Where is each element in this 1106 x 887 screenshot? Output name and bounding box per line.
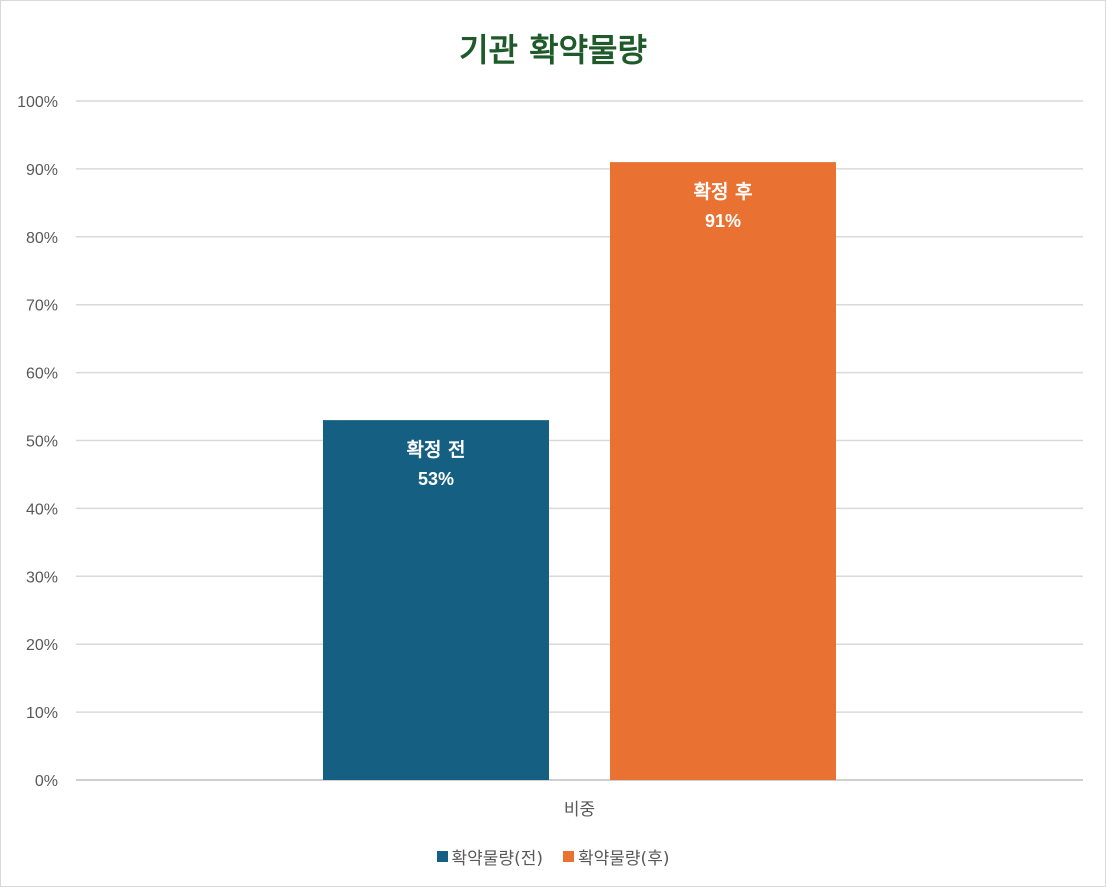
- y-axis-labels: 0% 10% 20% 30% 40% 50% 60% 70% 80% 90% 100%: [17, 94, 58, 790]
- bars: [323, 162, 836, 781]
- gridlines: [76, 100, 1083, 781]
- legend-label-after: 확약물량(후): [578, 849, 670, 869]
- data-label-name: 확정 후: [693, 180, 752, 203]
- y-tick-label: 0%: [35, 773, 58, 790]
- legend-label-before: 확약물량(전): [451, 849, 543, 869]
- data-label-value: 53%: [418, 469, 454, 489]
- data-label-value: 91%: [705, 211, 741, 231]
- bar-before: [323, 420, 549, 780]
- legend-swatch-before: [436, 851, 448, 862]
- y-tick-label: 40%: [26, 501, 58, 518]
- bar-after: [610, 162, 836, 781]
- y-tick-label: 100%: [17, 94, 58, 111]
- x-axis: 비중: [564, 800, 595, 820]
- data-labels: 확정 전 53% 확정 후 91%: [406, 180, 752, 489]
- y-tick-label: 50%: [26, 434, 58, 451]
- legend-swatch-after: [563, 851, 574, 862]
- y-tick-label: 10%: [26, 705, 58, 722]
- chart-title: 기관 확약물량: [459, 31, 647, 69]
- y-tick-label: 70%: [26, 298, 58, 315]
- y-tick-label: 30%: [26, 569, 58, 586]
- data-label-name: 확정 전: [406, 438, 465, 461]
- y-tick-label: 60%: [26, 366, 58, 383]
- x-category-label: 비중: [564, 800, 595, 820]
- legend: 확약물량(전) 확약물량(후): [1, 844, 1105, 869]
- y-tick-label: 20%: [26, 637, 58, 654]
- legend-item-after: 확약물량(후): [563, 844, 669, 869]
- y-tick-label: 90%: [26, 162, 58, 179]
- legend-item-before: 확약물량(전): [436, 844, 543, 869]
- y-tick-label: 80%: [26, 230, 58, 247]
